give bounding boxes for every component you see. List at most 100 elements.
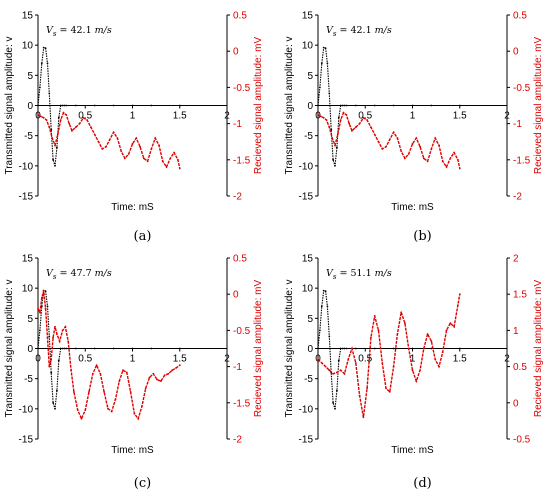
received-signal-point	[74, 126, 77, 129]
received-signal-point	[441, 160, 444, 163]
transmitted-signal-point	[52, 158, 54, 161]
left-y-tick-label: 15	[22, 11, 34, 22]
received-signal-point	[351, 347, 353, 350]
transmitted-signal-point	[317, 347, 319, 350]
received-signal-point	[62, 111, 65, 114]
transmitted-signal-point	[373, 347, 376, 350]
received-signal-point	[317, 358, 319, 361]
received-signal-point	[78, 122, 81, 125]
received-signal-point	[396, 137, 399, 140]
received-signal-point	[56, 333, 58, 335]
transmitted-signal-point	[61, 347, 64, 350]
received-signal-point	[152, 372, 155, 375]
right-y-tick-label: 0.5	[233, 11, 247, 22]
panel-caption: (d)	[413, 476, 431, 491]
received-signal-point	[373, 133, 376, 136]
left-y-axis-label: Transmitted signal amplitude: v	[4, 279, 15, 417]
received-signal-point	[142, 157, 145, 160]
chart-panel-d: -15-10-5051015-0.500.511.5200.511.52Time…	[284, 254, 544, 492]
received-signal-point	[411, 143, 414, 145]
received-signal-point	[445, 166, 448, 168]
received-signal-point	[91, 372, 94, 375]
transmitted-signal-point	[458, 104, 461, 107]
received-signal-point	[377, 140, 380, 143]
received-signal-point	[39, 115, 42, 118]
transmitted-signal-point	[63, 104, 66, 107]
received-signal-point	[58, 340, 61, 343]
received-signal-point	[148, 376, 151, 379]
received-signal-point	[422, 157, 425, 160]
transmitted-signal-point	[65, 347, 68, 350]
received-signal-point	[122, 369, 124, 372]
transmitted-signal-point	[332, 158, 334, 161]
transmitted-signal-point	[320, 305, 323, 308]
received-signal-point	[373, 315, 376, 317]
transmitted-signal-point	[411, 104, 414, 107]
received-signal-point	[48, 365, 51, 368]
right-y-tick-label: -0.5	[513, 435, 531, 446]
x-tick-label: 1.5	[453, 111, 467, 122]
received-signal-point	[385, 387, 387, 390]
received-signal-point	[339, 119, 342, 121]
received-signal-point	[163, 374, 166, 377]
received-signal-point	[370, 336, 372, 339]
received-signal-point	[441, 351, 444, 353]
left-y-tick-label: 0	[307, 344, 313, 355]
received-signal-point	[388, 138, 391, 141]
received-signal-point	[438, 144, 440, 147]
velocity-annotation: Vs = 47.7 m/s	[46, 268, 112, 281]
received-signal-point	[332, 372, 334, 375]
transmitted-signal-point	[131, 347, 134, 350]
x-axis-label: Time: mS	[391, 445, 434, 456]
received-signal-point	[68, 122, 71, 125]
transmitted-signal-line	[37, 289, 180, 409]
received-signal-line	[37, 111, 181, 169]
received-signal-point	[161, 160, 164, 163]
received-signal-point	[99, 372, 102, 375]
received-signal-point	[156, 378, 159, 381]
transmitted-signal-point	[112, 104, 115, 107]
x-tick-label: 1.5	[173, 111, 187, 122]
transmitted-signal-point	[341, 347, 344, 350]
transmitted-signal-point	[324, 47, 327, 50]
received-signal-point	[71, 129, 73, 132]
left-y-tick-label: 10	[302, 41, 314, 52]
transmitted-signal-point	[320, 62, 323, 65]
transmitted-signal-line	[317, 46, 460, 166]
received-signal-point	[56, 133, 59, 136]
received-signal-point	[171, 369, 174, 372]
transmitted-signal-point	[150, 347, 153, 350]
received-signal-point	[385, 145, 387, 148]
received-signal-point	[144, 387, 147, 390]
received-signal-point	[51, 137, 54, 140]
transmitted-signal-point	[74, 104, 77, 107]
right-y-tick-label: -1	[233, 362, 242, 373]
received-signal-point	[95, 364, 98, 367]
transmitted-signal-point	[328, 335, 331, 338]
transmitted-signal-point	[322, 46, 325, 49]
received-signal-point	[178, 364, 181, 367]
transmitted-signal-point	[57, 116, 60, 119]
received-signal-point	[177, 158, 179, 161]
received-signal-point	[54, 144, 56, 147]
left-y-axis-label: Transmitted signal amplitude: v	[4, 36, 15, 174]
received-signal-point	[54, 325, 56, 328]
received-signal-point	[320, 362, 323, 364]
received-signal-point	[328, 126, 331, 129]
right-y-tick-label: 0	[513, 398, 519, 409]
received-signal-point	[39, 311, 41, 314]
right-y-axis-label: Recieved signal amplitude: mV	[533, 280, 544, 418]
transmitted-signal-point	[345, 347, 348, 350]
received-signal-point	[61, 329, 64, 332]
received-signal-point	[131, 143, 134, 145]
transmitted-signal-point	[37, 104, 39, 107]
transmitted-signal-point	[59, 104, 62, 107]
received-signal-point	[362, 416, 365, 419]
left-y-tick-label: -5	[304, 374, 313, 385]
right-y-tick-label: 0	[513, 47, 519, 58]
right-y-tick-label: 2	[513, 254, 519, 265]
right-y-tick-label: -2	[513, 192, 522, 203]
right-y-tick-label: -2	[233, 435, 242, 446]
received-signal-point	[73, 391, 75, 393]
received-signal-point	[86, 119, 88, 121]
